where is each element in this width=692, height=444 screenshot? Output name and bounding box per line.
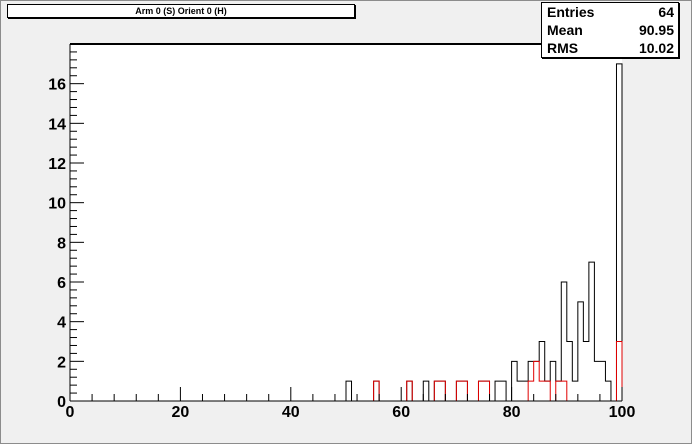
- stats-rms-label: RMS: [547, 40, 579, 56]
- stats-entries-label: Entries: [547, 4, 595, 20]
- y-tick-label: 10: [48, 196, 66, 213]
- y-tick-label: 8: [57, 235, 66, 252]
- stats-rms-value: 10.02: [638, 40, 674, 56]
- y-tick-label: 4: [57, 315, 66, 332]
- x-tick-label: 80: [503, 404, 521, 421]
- stats-rms-row: RMS 10.02: [542, 40, 678, 57]
- y-tick-label: 16: [48, 77, 66, 94]
- y-tick-label: 2: [57, 354, 66, 371]
- histogram-title: Arm 0 (S) Orient 0 (H): [7, 4, 355, 18]
- stats-mean-value: 90.95: [638, 22, 674, 38]
- x-tick-label: 40: [282, 404, 300, 421]
- stats-entries-value: 64: [658, 4, 674, 20]
- x-tick-label: 20: [172, 404, 190, 421]
- y-tick-label: 6: [57, 275, 66, 292]
- y-tick-label: 12: [48, 156, 66, 173]
- y-tick-label: 14: [48, 116, 66, 133]
- stats-mean-label: Mean: [547, 22, 583, 38]
- x-tick-label: 100: [609, 404, 636, 421]
- stats-entries-row: Entries 64: [542, 4, 678, 21]
- stats-mean-row: Mean 90.95: [542, 22, 678, 39]
- plot-frame: [70, 44, 622, 401]
- x-tick-label: 0: [66, 404, 75, 421]
- y-tick-label: 0: [57, 394, 66, 411]
- stats-box: Entries 64 Mean 90.95 RMS 10.02: [541, 2, 679, 58]
- x-tick-label: 60: [392, 404, 410, 421]
- histogram-series-1: [70, 341, 623, 402]
